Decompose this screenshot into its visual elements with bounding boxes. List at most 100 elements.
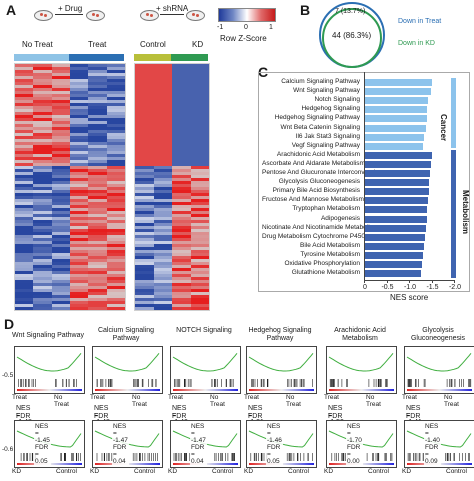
heatmap-cell [172, 205, 191, 208]
heatmap-row [15, 301, 125, 304]
heatmap-cell [69, 118, 89, 121]
heatmap-cell [153, 193, 172, 196]
heatmap-cell [135, 181, 154, 184]
heatmap-cell [106, 130, 125, 133]
heatmap-cell [106, 223, 125, 226]
culture-dish-icon [34, 10, 53, 21]
heatmap-cell [153, 202, 172, 205]
heatmap-row [135, 286, 209, 289]
heatmap-cell [51, 202, 70, 205]
row1-left-label: Treat [244, 394, 259, 401]
x-axis-label: NES score [390, 293, 429, 302]
heatmap-row [15, 295, 125, 298]
heatmap-cell [190, 229, 209, 232]
heatmap-cell [106, 187, 125, 190]
heatmap-cell [106, 283, 125, 286]
heatmap-cell [190, 115, 209, 118]
heatmap-cell [153, 238, 172, 241]
arrow-icon [55, 14, 83, 15]
heatmap-row [135, 289, 209, 292]
heatmap-cell [190, 280, 209, 283]
heatmap-cell [172, 178, 191, 181]
heatmap-row [15, 73, 125, 76]
heatmap-row [135, 265, 209, 268]
heatmap-cell [153, 199, 172, 202]
heatmap-cell [69, 250, 89, 253]
heatmap-cell [33, 199, 52, 202]
row2-stat: NES = -1.45 FDR = 0.05 [34, 423, 51, 465]
heatmap-cell [51, 256, 70, 259]
heatmap-cell [135, 250, 154, 253]
heatmap-cell [33, 112, 52, 115]
heatmap-cell [135, 253, 154, 256]
heatmap-cell [15, 118, 34, 121]
row1-ytick: -0.5 [2, 372, 14, 379]
heatmap-cell [172, 82, 191, 85]
row2-left-label: KD [402, 468, 412, 475]
heatmap-cell [153, 277, 172, 280]
heatmap-row [15, 181, 125, 184]
row2-fdr: FDR = 0.00 [347, 444, 361, 465]
heatmap-cell [135, 289, 154, 292]
heatmap-cell [15, 193, 34, 196]
heatmap-cell [15, 244, 34, 247]
heatmap-cell [106, 112, 125, 115]
heatmap-cell [33, 109, 52, 112]
row1-left-label: Treat [324, 394, 339, 401]
heatmap-row [135, 241, 209, 244]
heatmap-cell [15, 304, 34, 307]
heatmap-cell [106, 79, 125, 82]
heatmap-cell [172, 253, 191, 256]
row2-left-label: KD [324, 468, 334, 475]
heatmap-cell [172, 193, 191, 196]
heatmap-cell [15, 82, 34, 85]
heatmap-cell [51, 67, 70, 70]
heatmap-row [135, 76, 209, 79]
heatmap-cell [69, 70, 89, 73]
heatmap-cell [172, 220, 191, 223]
heatmap-cell [135, 97, 154, 100]
nes-bar [364, 261, 423, 268]
heatmap-row [135, 67, 209, 70]
heatmap-cell [88, 73, 107, 76]
heatmap-cell [135, 112, 154, 115]
heatmap-row [135, 259, 209, 262]
heatmap-cell [135, 70, 154, 73]
nes-bar [364, 151, 432, 159]
heatmap-cell [15, 178, 34, 181]
heatmap-cell [106, 262, 125, 265]
heatmap-cell [69, 265, 89, 268]
heatmap-cell [88, 94, 107, 97]
heatmap-cell [69, 181, 89, 184]
heatmap-cell [190, 274, 209, 277]
heatmap-cell [88, 118, 107, 121]
heatmap-cell [33, 106, 52, 109]
heatmap-cell [135, 286, 154, 289]
heatmap-cell [153, 259, 172, 262]
row2-nes: NES = -1.46 [267, 423, 282, 444]
heatmap-cell [51, 265, 70, 268]
gsea-pathway-title: Hedgehog Signaling Pathway [248, 327, 312, 342]
heatmap-cell [153, 106, 172, 109]
heatmap-cell [88, 97, 107, 100]
heatmap-cell [88, 91, 107, 94]
heatmap-row [135, 304, 209, 307]
nes-bar [364, 242, 425, 250]
heatmap-cell [190, 79, 209, 82]
heatmap-cell [88, 268, 107, 271]
heatmap-row [15, 85, 125, 88]
heatmap-cell [51, 151, 70, 154]
heatmap-cell [33, 283, 52, 286]
heatmap-cell [172, 268, 191, 271]
heatmap-cell [51, 121, 70, 124]
heatmap-cell [106, 274, 125, 277]
heatmap-cell [33, 73, 52, 76]
heatmap-cell [51, 70, 70, 73]
heatmap-cell [15, 190, 34, 193]
heatmap-cell [172, 280, 191, 283]
heatmap-cell [51, 193, 70, 196]
heatmap-row [135, 208, 209, 211]
heatmap-cell [15, 232, 34, 235]
heatmap-row [135, 106, 209, 109]
heatmap-cell [69, 97, 89, 100]
